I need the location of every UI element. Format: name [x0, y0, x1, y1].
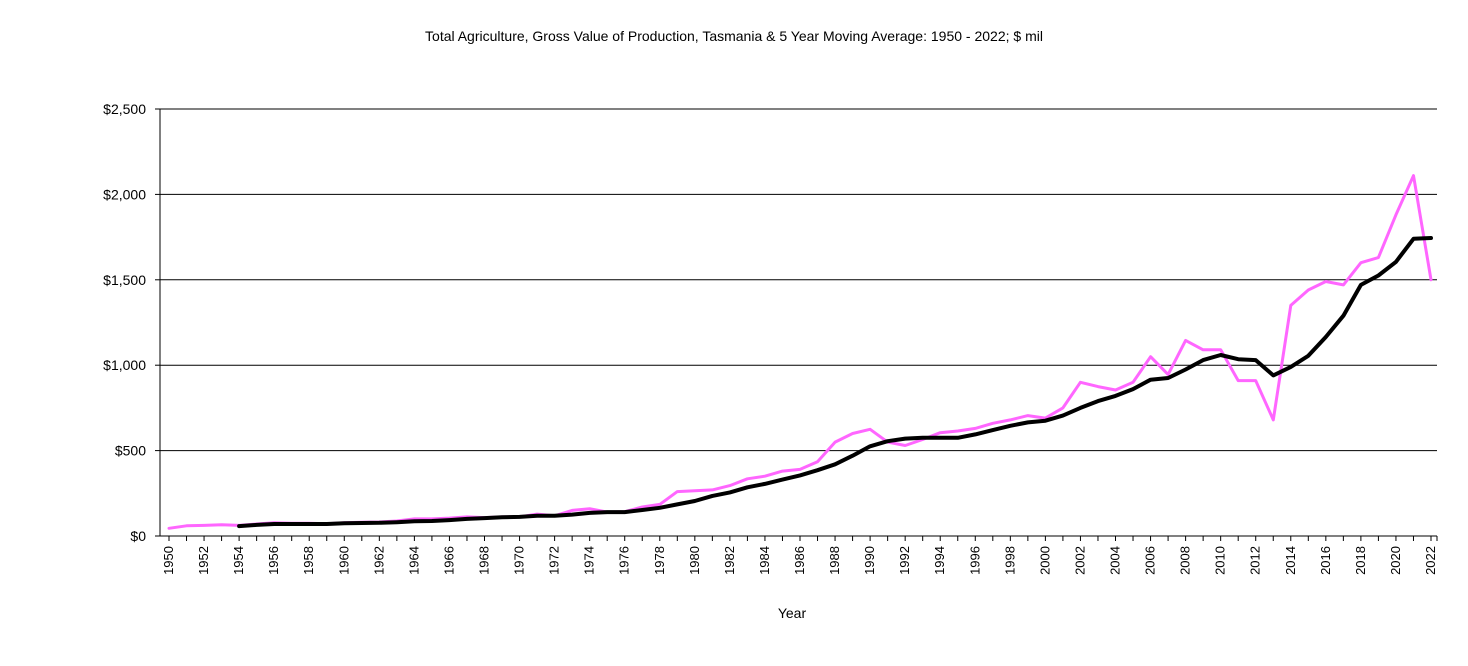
y-tick-label: $1,500: [103, 272, 146, 288]
x-tick-label: 1998: [1002, 546, 1017, 575]
x-tick-label: 2000: [1037, 546, 1052, 575]
x-tick-label: 1982: [722, 546, 737, 575]
x-tick-label: 1952: [196, 546, 211, 575]
x-tick-label: 2014: [1283, 546, 1298, 575]
x-tick-label: 1980: [687, 546, 702, 575]
axes: [155, 108, 1438, 541]
x-tick-label: 1968: [477, 546, 492, 575]
y-tick-label: $0: [130, 528, 146, 544]
x-tick-label: 1950: [161, 546, 176, 575]
y-tick-label: $2,500: [103, 101, 146, 117]
x-tick-label: 1990: [862, 546, 877, 575]
x-tick-label: 1984: [757, 546, 772, 575]
chart-title: Total Agriculture, Gross Value of Produc…: [425, 28, 1043, 44]
x-tick-label: 2008: [1178, 546, 1193, 575]
x-axis-title: Year: [778, 605, 807, 621]
x-tick-label: 1954: [231, 546, 246, 575]
x-tick-label: 1972: [547, 546, 562, 575]
y-tick-label: $2,000: [103, 186, 146, 202]
x-tick-label: 1976: [617, 546, 632, 575]
x-tick-label: 1962: [371, 546, 386, 575]
x-tick-label: 2006: [1143, 546, 1158, 575]
x-tick-label: 2016: [1318, 546, 1333, 575]
x-tick-label: 1970: [512, 546, 527, 575]
x-tick-label: 1978: [652, 546, 667, 575]
y-tick-label: $500: [115, 443, 146, 459]
x-tick-label: 2022: [1423, 546, 1438, 575]
x-tick-label: 1996: [967, 546, 982, 575]
x-tick-label: 2004: [1108, 546, 1123, 575]
x-tick-label: 1994: [932, 546, 947, 575]
x-tick-label: 1986: [792, 546, 807, 575]
x-tick-label: 1958: [301, 546, 316, 575]
x-tick-label: 2020: [1388, 546, 1403, 575]
series-lines: [167, 174, 1433, 530]
x-tick-label: 2018: [1353, 546, 1368, 575]
x-tick-label: 1956: [266, 546, 281, 575]
x-tick-label: 1960: [336, 546, 351, 575]
x-tick-label: 2010: [1213, 546, 1228, 575]
x-tick-label: 1966: [441, 546, 456, 575]
x-tick-label: 2002: [1072, 546, 1087, 575]
y-tick-label: $1,000: [103, 357, 146, 373]
x-tick-label: 2012: [1248, 546, 1263, 575]
x-tick-label: 1964: [406, 546, 421, 575]
x-tick-label: 1974: [582, 546, 597, 575]
gridlines: [160, 108, 1437, 452]
x-tick-label: 1992: [897, 546, 912, 575]
x-tick-label: 1988: [827, 546, 842, 575]
tick-labels: $0 $500 $1,000 $1,500 $2,000 $2,500 1950 1952 19…: [103, 101, 1438, 575]
